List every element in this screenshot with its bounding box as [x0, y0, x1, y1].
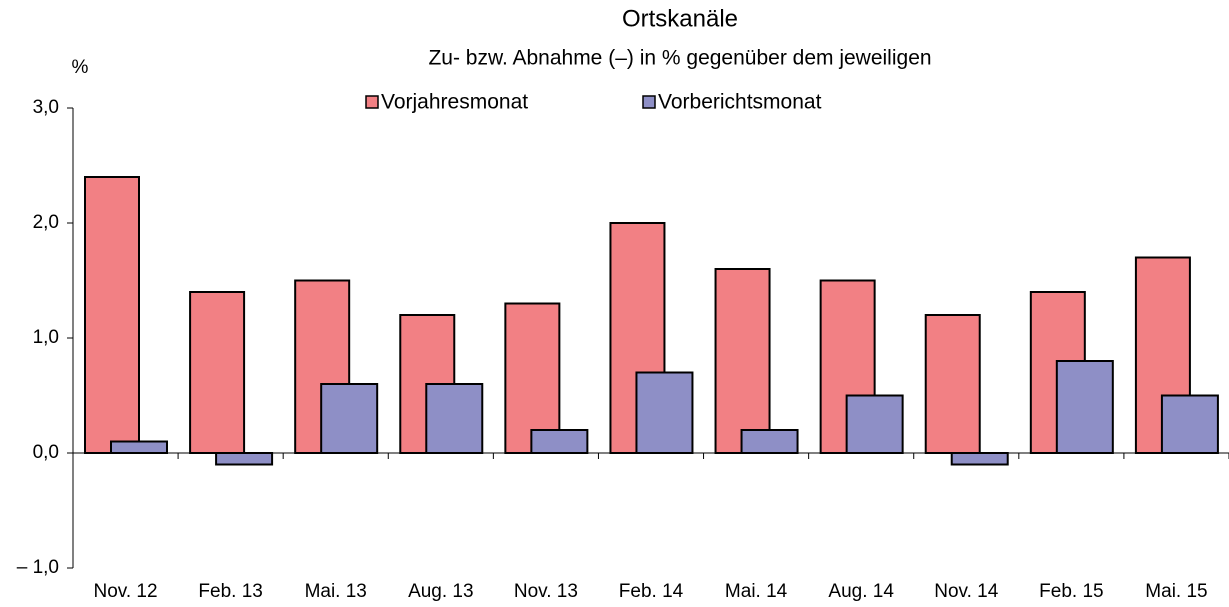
bar [425, 383, 484, 454]
bar [845, 394, 904, 454]
x-tick-label: Nov. 14 [934, 581, 999, 602]
x-tick-label: Feb. 15 [1039, 581, 1103, 602]
y-tick-label: 3,0 [33, 97, 59, 118]
bar [320, 383, 379, 454]
x-tick-label: Aug. 14 [828, 581, 894, 602]
legend-label: Vorjahresmonat [381, 91, 528, 114]
bar [84, 176, 140, 454]
x-tick-label: Feb. 13 [198, 581, 262, 602]
bar [530, 429, 589, 454]
bar [740, 429, 799, 454]
x-tick-label: Feb. 14 [619, 581, 684, 602]
bar [189, 291, 246, 454]
chart-subtitle: Zu- bzw. Abnahme (–) in % gegenüber dem … [428, 47, 931, 70]
bar [504, 302, 561, 454]
legend-swatch [365, 95, 379, 109]
y-tick-label: – 1,0 [17, 557, 59, 578]
bar [635, 371, 694, 454]
x-tick-label: Aug. 13 [408, 581, 474, 602]
x-tick-label: Mai. 14 [725, 581, 788, 602]
x-tick-label: Nov. 13 [514, 581, 578, 602]
bar [215, 452, 274, 466]
y-tick-label: 2,0 [33, 212, 59, 233]
x-tick-label: Mai. 13 [305, 581, 367, 602]
x-tick-label: Nov. 12 [94, 581, 158, 602]
chart-title: Ortskanäle [622, 5, 738, 32]
bar [950, 452, 1009, 466]
bar [714, 268, 771, 454]
y-tick-label: 1,0 [33, 327, 59, 348]
legend-label: Vorberichtsmonat [658, 91, 822, 114]
bar [110, 440, 168, 454]
legend-swatch [642, 95, 656, 109]
y-axis-label: % [72, 57, 89, 78]
x-tick-label: Mai. 15 [1145, 581, 1207, 602]
bar [1055, 360, 1114, 454]
bar [1160, 394, 1219, 454]
y-tick-label: 0,0 [33, 442, 59, 463]
bar [924, 314, 981, 454]
